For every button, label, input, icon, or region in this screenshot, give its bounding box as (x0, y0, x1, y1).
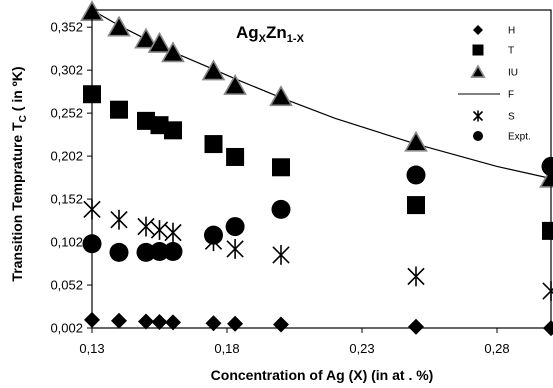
legend-item: F (458, 90, 514, 101)
legend-item: H (473, 25, 515, 37)
data-point-circle (271, 199, 291, 219)
data-point-square (542, 221, 553, 240)
y-tick-label: 0,102 (50, 235, 83, 250)
data-point-diamond (273, 316, 289, 333)
series-Expt. (82, 156, 553, 262)
y-tick-label: 0,202 (50, 149, 83, 164)
legend-label: S (508, 112, 515, 123)
series-H (84, 311, 553, 337)
data-point-asterisk (110, 209, 128, 230)
data-point-asterisk (164, 222, 182, 243)
data-point-square (226, 147, 245, 166)
data-point-square (407, 196, 425, 215)
data-point-diamond (408, 318, 424, 335)
text-part: Transition Temprature T (9, 122, 25, 282)
series-S (83, 199, 553, 301)
data-point-circle (163, 242, 183, 262)
legend-item: S (472, 110, 515, 123)
legend-item: IU (470, 64, 518, 79)
legend-item: T (472, 44, 514, 57)
legend-swatch-triangle (470, 64, 486, 78)
data-point-square (204, 135, 223, 154)
data-point-asterisk (407, 266, 425, 287)
data-point-square (272, 158, 290, 177)
legend-label: Expt. (508, 132, 531, 143)
data-point-triangle (201, 59, 226, 81)
y-tick-label: 0,002 (50, 321, 83, 336)
legend-label: H (508, 26, 515, 37)
legend-label: IU (508, 68, 518, 79)
x-tick-label: 0,13 (79, 341, 104, 356)
legend-swatch-square (472, 44, 484, 56)
data-point-diamond (205, 315, 222, 332)
data-point-circle (204, 225, 223, 245)
text-part: C (18, 115, 29, 122)
chart-title: AgXZn1-X (236, 23, 305, 45)
text-part: Ag (236, 23, 259, 42)
legend-swatch-diamond (473, 25, 483, 35)
y-tick-label: 0,302 (50, 63, 83, 78)
data-point-diamond (165, 314, 181, 331)
text-part: ( in ºK) (9, 66, 25, 115)
text-part: X (259, 33, 267, 45)
data-point-circle (150, 242, 169, 262)
data-point-triangle (223, 74, 247, 95)
data-point-triangle (134, 27, 158, 49)
y-axis-title: Transition Temprature TC ( in ºK) (9, 66, 29, 281)
data-point-circle (406, 165, 426, 185)
legend-label: T (508, 46, 514, 57)
y-tick-label: 0,052 (50, 278, 83, 293)
data-point-circle (225, 217, 245, 237)
y-tick-label: 0,252 (50, 106, 83, 121)
data-point-triangle (269, 85, 293, 107)
legend-swatch-circle (473, 131, 483, 141)
data-point-circle (109, 242, 129, 262)
y-tick-label: 0,152 (50, 192, 83, 207)
data-point-circle (541, 156, 553, 176)
series-T (83, 85, 553, 240)
x-tick-label: 0,18 (214, 341, 239, 356)
x-axis-title: Concentration of Ag (X) (in at . %) (211, 367, 434, 383)
data-point-triangle (404, 130, 428, 152)
data-point-square (164, 121, 182, 140)
axis-ticks: 0,13 0,18 0,23 0,28 0,002 0,052 0,102 0,152 0,20… (50, 20, 509, 356)
plot-area-frame (91, 9, 552, 329)
legend: HT IU FS Expt. (458, 25, 531, 143)
data-point-diamond (111, 312, 127, 329)
data-point-triangle (147, 31, 172, 53)
legend-label: F (508, 90, 514, 101)
text-part: 1-X (287, 33, 305, 45)
data-point-square (110, 100, 128, 119)
data-point-diamond (138, 313, 154, 330)
legend-item: Expt. (473, 131, 531, 143)
data-point-circle (136, 242, 156, 262)
x-tick-label: 0,28 (484, 341, 509, 356)
text-part: Zn (266, 23, 287, 42)
data-point-asterisk (150, 220, 169, 240)
data-point-diamond (227, 315, 244, 332)
data-point-diamond (151, 313, 168, 330)
data-point-asterisk (137, 216, 155, 237)
y-tick-label: 0,352 (50, 20, 83, 35)
data-point-asterisk (272, 245, 290, 265)
legend-swatch-asterisk (472, 110, 484, 122)
data-point-triangle (107, 15, 131, 37)
data-point-asterisk (226, 239, 244, 259)
data-point-triangle (161, 41, 185, 63)
x-tick-label: 0,23 (349, 341, 374, 356)
